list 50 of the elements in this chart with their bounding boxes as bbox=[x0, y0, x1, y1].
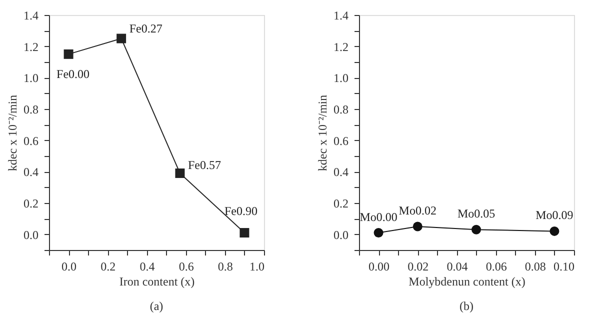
x-tick-label: 0.06 bbox=[486, 260, 507, 274]
annotation: Fe0.00 bbox=[56, 67, 90, 82]
y-tick-label: 1.0 bbox=[334, 71, 348, 86]
y-tick-label: 0.6 bbox=[24, 134, 38, 148]
x-tick-label: 0.6 bbox=[178, 260, 194, 274]
x-tick-label: 0.2 bbox=[100, 260, 116, 274]
y-tick-label: 1.0 bbox=[24, 71, 38, 86]
x-tick-label: 0.04 bbox=[446, 260, 468, 274]
point bbox=[116, 34, 126, 44]
point bbox=[412, 222, 422, 232]
text: (b) bbox=[460, 299, 474, 313]
point bbox=[64, 49, 74, 59]
annotation: Fe0.57 bbox=[188, 158, 221, 172]
x-axis-title: Molybdenun content (x) bbox=[408, 274, 526, 288]
point bbox=[175, 168, 185, 178]
y-tick-label: 0.0 bbox=[334, 228, 348, 242]
point bbox=[374, 228, 384, 238]
x-tick-label: 1.0 bbox=[250, 260, 264, 274]
y-tick-label: 0.6 bbox=[334, 134, 348, 148]
y-tick-label: 0.4 bbox=[334, 165, 348, 180]
y-tick-label: 0.0 bbox=[24, 228, 38, 242]
y-tick-label: 0.2 bbox=[334, 196, 348, 210]
y-tick-label: 0.8 bbox=[334, 102, 348, 116]
x-tick-label: 0.00 bbox=[368, 260, 390, 274]
annotation: Fe0.27 bbox=[129, 22, 162, 36]
y-tick-label: 1.2 bbox=[24, 40, 38, 54]
y-tick-label: 0.2 bbox=[24, 196, 38, 210]
annotation: Mo0.02 bbox=[398, 204, 436, 218]
text: (a) bbox=[150, 299, 164, 313]
x-tick-label: 0.8 bbox=[218, 260, 233, 274]
y-tick-label: 1.4 bbox=[334, 8, 348, 22]
x-tick-label: 0.4 bbox=[140, 260, 155, 274]
y-tick-label: 1.2 bbox=[334, 40, 348, 54]
y-tick-label: 1.4 bbox=[24, 8, 38, 22]
point bbox=[240, 228, 250, 238]
annotation: Mo0.00 bbox=[360, 210, 398, 224]
annotation: Mo0.09 bbox=[536, 208, 574, 222]
y-tick-label: 0.4 bbox=[24, 165, 38, 180]
annotation: Mo0.05 bbox=[457, 206, 496, 221]
y-axis-title: kdec x 10⁻²/min bbox=[316, 94, 330, 172]
x-tick-label: 0.10 bbox=[554, 260, 574, 274]
x-axis-title: Iron content (x) bbox=[119, 274, 195, 288]
annotation: Fe0.90 bbox=[224, 204, 258, 218]
point bbox=[550, 226, 560, 236]
x-tick-label: 0.0 bbox=[62, 260, 77, 274]
point bbox=[472, 224, 482, 234]
y-tick-label: 0.8 bbox=[24, 102, 38, 116]
x-tick-label: 0.02 bbox=[408, 260, 429, 274]
x-tick-label: 0.08 bbox=[524, 260, 546, 274]
y-axis-title: kdec x 10⁻²/min bbox=[6, 94, 20, 172]
